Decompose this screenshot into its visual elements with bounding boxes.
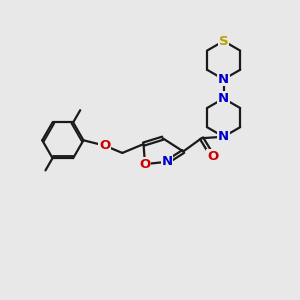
Text: N: N [161, 155, 172, 168]
Text: N: N [218, 92, 229, 105]
Text: S: S [219, 34, 228, 48]
Text: N: N [218, 130, 229, 143]
Text: O: O [99, 139, 110, 152]
Text: N: N [218, 73, 229, 86]
Text: O: O [207, 150, 218, 163]
Text: O: O [140, 158, 151, 171]
